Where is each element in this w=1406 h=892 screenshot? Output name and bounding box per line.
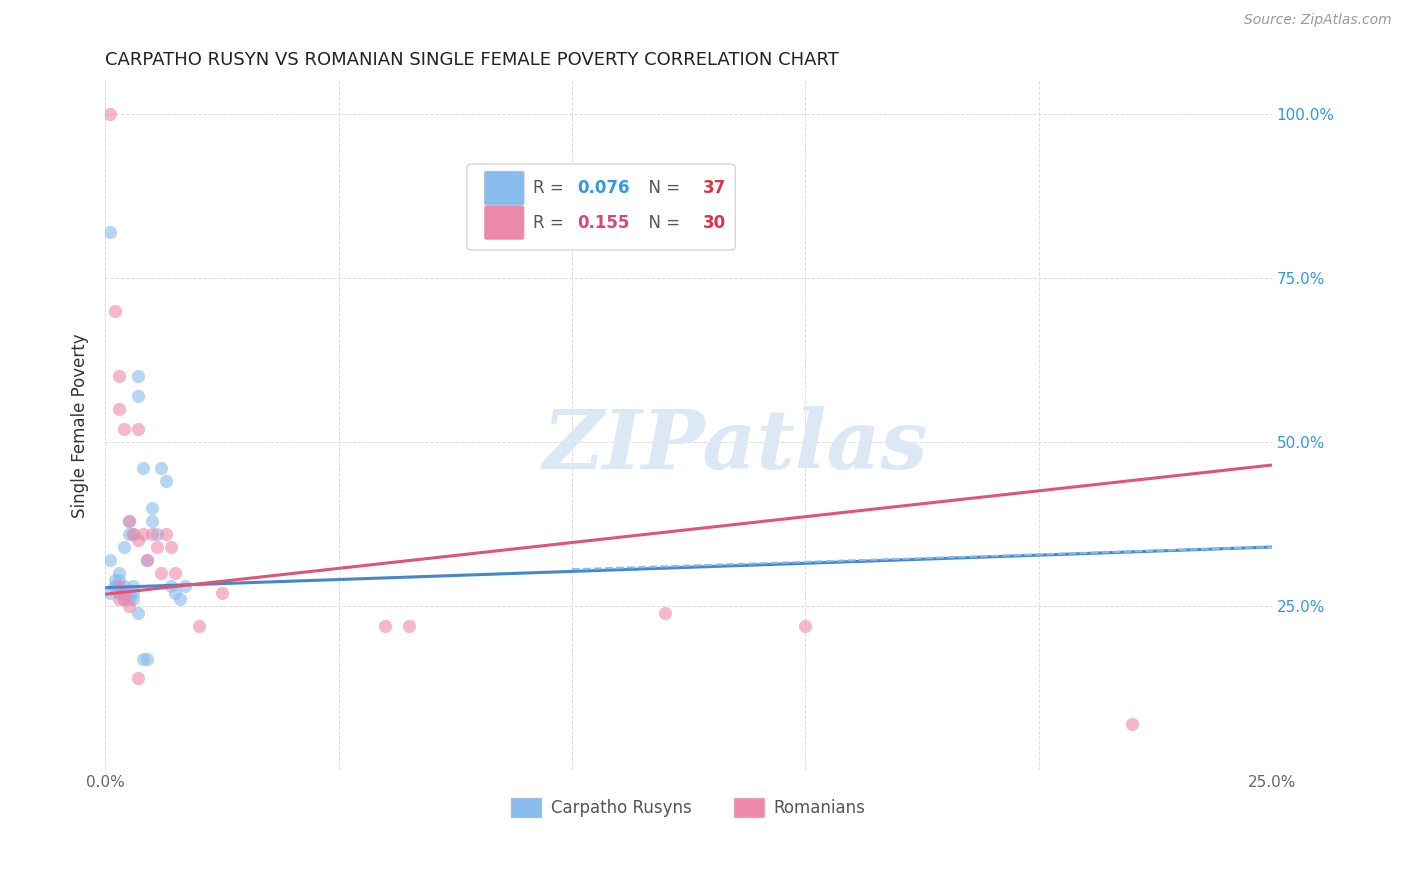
FancyBboxPatch shape [467, 164, 735, 250]
Point [112, 422, 135, 436]
Point [122, 592, 145, 607]
Text: 0.076: 0.076 [578, 179, 630, 197]
Point [165, 586, 187, 600]
Point [122, 527, 145, 541]
Point [141, 527, 163, 541]
Point [98, 225, 121, 239]
Point [117, 586, 139, 600]
Text: N =: N = [638, 179, 686, 197]
Point [117, 527, 139, 541]
Point [122, 527, 145, 541]
Point [122, 586, 145, 600]
Text: R =: R = [533, 213, 569, 232]
Point [98, 586, 121, 600]
FancyBboxPatch shape [485, 206, 524, 239]
Point [398, 618, 420, 632]
Point [211, 586, 233, 600]
Point [108, 369, 131, 384]
Point [136, 553, 159, 567]
Point [112, 592, 135, 607]
Point [112, 540, 135, 554]
Legend: Carpatho Rusyns, Romanians: Carpatho Rusyns, Romanians [505, 791, 872, 823]
Point [155, 527, 177, 541]
Point [131, 527, 153, 541]
Point [127, 422, 149, 436]
Point [150, 461, 173, 475]
Point [108, 592, 131, 607]
Point [108, 579, 131, 593]
Point [141, 514, 163, 528]
Point [131, 651, 153, 665]
Point [98, 107, 121, 121]
Point [654, 606, 676, 620]
Point [145, 527, 167, 541]
Point [108, 586, 131, 600]
Point [108, 573, 131, 587]
Point [374, 618, 396, 632]
Point [103, 579, 125, 593]
Point [127, 671, 149, 685]
Point [117, 514, 139, 528]
Point [127, 389, 149, 403]
Point [1121, 717, 1143, 731]
Point [173, 579, 195, 593]
Point [112, 592, 135, 607]
Point [159, 540, 181, 554]
Point [103, 579, 125, 593]
Y-axis label: Single Female Poverty: Single Female Poverty [72, 334, 89, 518]
Text: 37: 37 [703, 179, 725, 197]
Point [127, 606, 149, 620]
Text: ZIPatlas: ZIPatlas [543, 407, 928, 486]
Point [117, 514, 139, 528]
Point [103, 573, 125, 587]
Point [165, 566, 187, 581]
Point [108, 586, 131, 600]
Point [169, 592, 191, 607]
Text: N =: N = [638, 213, 686, 232]
Text: R =: R = [533, 179, 569, 197]
Point [108, 402, 131, 417]
Point [117, 599, 139, 613]
Point [155, 475, 177, 489]
Point [127, 533, 149, 548]
Point [103, 304, 125, 318]
Point [117, 592, 139, 607]
Point [131, 461, 153, 475]
Point [136, 651, 159, 665]
Point [127, 369, 149, 384]
Text: 0.155: 0.155 [578, 213, 630, 232]
Point [108, 566, 131, 581]
Point [794, 618, 817, 632]
FancyBboxPatch shape [485, 171, 524, 205]
Point [187, 618, 209, 632]
Text: CARPATHO RUSYN VS ROMANIAN SINGLE FEMALE POVERTY CORRELATION CHART: CARPATHO RUSYN VS ROMANIAN SINGLE FEMALE… [105, 51, 839, 69]
Text: 30: 30 [703, 213, 725, 232]
Point [145, 540, 167, 554]
Point [122, 579, 145, 593]
Point [136, 553, 159, 567]
Point [141, 500, 163, 515]
Point [150, 566, 173, 581]
Point [112, 586, 135, 600]
Point [112, 579, 135, 593]
Point [159, 579, 181, 593]
Point [98, 553, 121, 567]
Text: Source: ZipAtlas.com: Source: ZipAtlas.com [1244, 13, 1392, 28]
